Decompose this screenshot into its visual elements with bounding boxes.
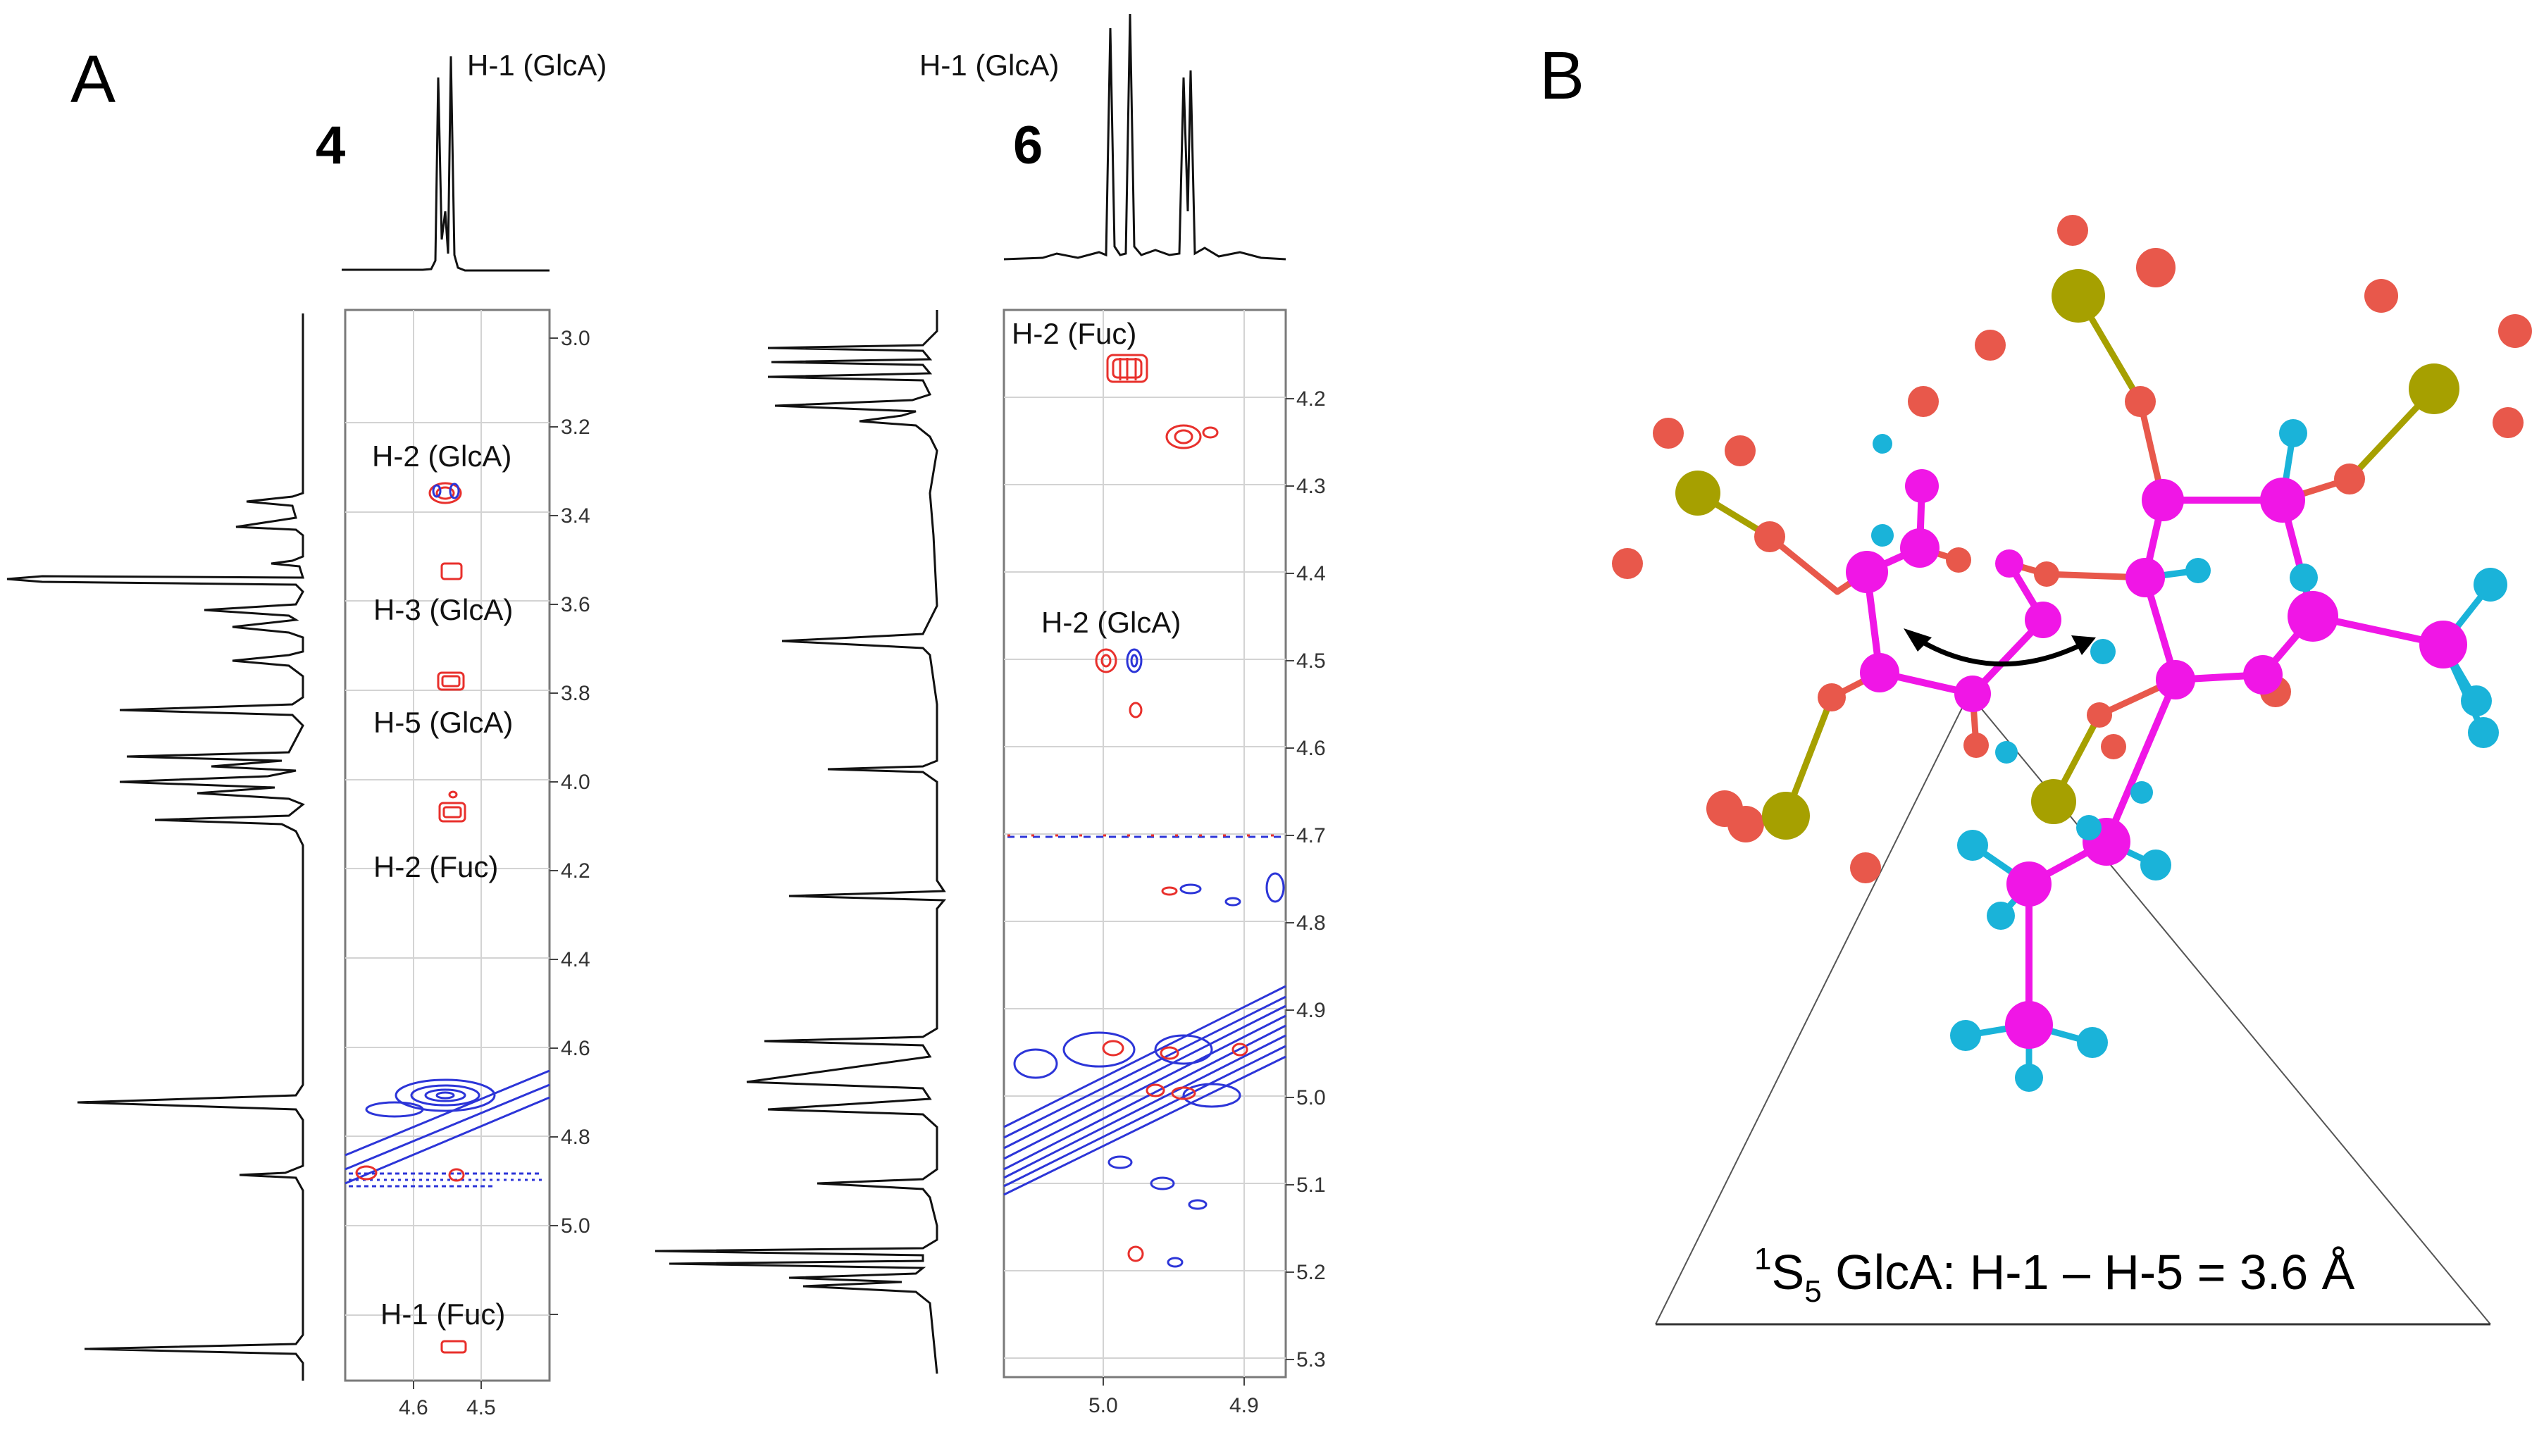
bonds-sulfur xyxy=(1694,292,2438,819)
y-tick: 5.3 xyxy=(1296,1348,1326,1371)
y-tick: 4.2 xyxy=(1296,387,1326,411)
peak-label-h3-glca-4: H-3 (GlcA) xyxy=(373,593,513,626)
molecule-model xyxy=(1612,215,2532,1092)
peak-label-h2-glca-4: H-2 (GlcA) xyxy=(372,440,511,473)
caption-s: S xyxy=(1771,1245,1804,1300)
gridlines-6 xyxy=(1004,310,1286,1377)
top-projection-6 xyxy=(1003,13,1286,261)
hydrogen-atoms xyxy=(1871,419,2507,1092)
y-tick: 4.2 xyxy=(561,859,590,883)
compound-number-4: 4 xyxy=(316,116,345,175)
caption-subscript: 5 xyxy=(1804,1274,1821,1309)
contours-4 xyxy=(345,482,550,1354)
x-tick: 4.6 xyxy=(399,1396,428,1419)
left-projection-4 xyxy=(6,313,305,1381)
y-tick: 4.6 xyxy=(1296,737,1326,760)
y-tick: 3.0 xyxy=(561,327,590,350)
panel-letter-a: A xyxy=(70,42,116,117)
y-tick: 4.4 xyxy=(561,948,590,971)
y-tick: 3.4 xyxy=(561,504,590,528)
sulfur-atoms xyxy=(1675,269,2459,840)
spectrum-frame-6 xyxy=(1003,309,1287,1379)
top-label-h1-glca-6: H-1 (GlcA) xyxy=(919,49,1059,82)
y-tick: 5.0 xyxy=(561,1214,590,1238)
y-tick: 4.8 xyxy=(1296,911,1326,935)
y-tick: 4.0 xyxy=(561,771,590,794)
y-tick: 4.4 xyxy=(1296,562,1326,585)
y-tick: 4.5 xyxy=(1296,649,1326,673)
carbon-atoms xyxy=(1846,469,2467,1049)
y-tick: 4.9 xyxy=(1296,999,1326,1022)
peak-label-h2-fuc-6: H-2 (Fuc) xyxy=(1012,317,1136,350)
peak-label-h2-glca-6: H-2 (GlcA) xyxy=(1041,606,1181,639)
peak-label-h1-fuc-4: H-1 (Fuc) xyxy=(380,1298,505,1331)
y-tick: 4.7 xyxy=(1296,824,1326,847)
y-tick: 4.8 xyxy=(561,1126,590,1149)
y-tick: 4.3 xyxy=(1296,475,1326,498)
zoom-callout xyxy=(1655,693,2491,1326)
y-axis-6: 4.2 4.3 4.4 4.5 4.6 4.7 4.8 4.9 5.0 5.1 … xyxy=(1286,387,1326,1371)
bonds-hydrogen xyxy=(1962,430,2494,1081)
y-tick: 4.6 xyxy=(561,1037,590,1060)
y-tick: 5.2 xyxy=(1296,1261,1326,1284)
caption-superscript: 1 xyxy=(1754,1242,1771,1276)
distance-arrow xyxy=(1904,628,2096,667)
x-axis-6: 5.0 4.9 xyxy=(1088,1377,1259,1417)
spectrum-4: 4 H-1 (GlcA) xyxy=(6,49,607,1419)
panel-letter-b: B xyxy=(1539,38,1584,113)
y-tick: 3.6 xyxy=(561,593,590,616)
y-tick: 3.2 xyxy=(561,416,590,439)
y-tick: 5.0 xyxy=(1296,1086,1326,1109)
spectrum-6: 6 H-1 (GlcA) xyxy=(654,13,1326,1417)
gridlines-4 xyxy=(345,310,550,1381)
top-label-h1-glca-4: H-1 (GlcA) xyxy=(467,49,607,82)
peak-label-h2-fuc-4: H-2 (Fuc) xyxy=(373,850,498,883)
y-tick: 3.8 xyxy=(561,682,590,705)
y-axis-4: 3.0 3.2 3.4 3.6 3.8 4.0 4.2 4.4 4.6 4.8 … xyxy=(550,327,590,1315)
oxygen-atoms xyxy=(1612,215,2532,883)
peak-label-h5-glca-4: H-5 (GlcA) xyxy=(373,706,513,739)
conformation-caption: 1S5 GlcA: H-1 – H-5 = 3.6 Å xyxy=(1754,1242,2355,1309)
x-tick: 4.5 xyxy=(466,1396,496,1419)
caption-text: GlcA: H-1 – H-5 = 3.6 Å xyxy=(1822,1245,2355,1300)
y-tick: 5.1 xyxy=(1296,1174,1326,1197)
contours-6 xyxy=(1003,354,1286,1268)
left-projection-6 xyxy=(654,310,947,1374)
x-tick: 4.9 xyxy=(1229,1394,1259,1417)
x-axis-4: 4.6 4.5 xyxy=(399,1381,496,1419)
x-tick: 5.0 xyxy=(1088,1394,1118,1417)
compound-number-6: 6 xyxy=(1013,116,1043,175)
top-projection-4 xyxy=(342,56,550,272)
